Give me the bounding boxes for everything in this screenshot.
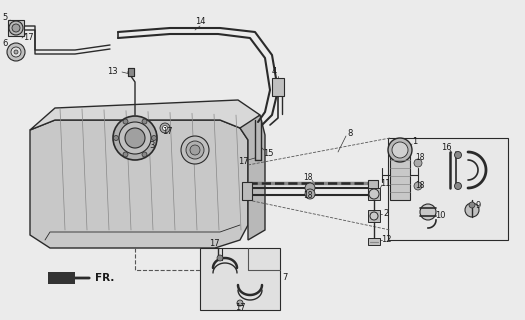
Text: 1: 1 [412, 138, 417, 147]
Text: 14: 14 [195, 18, 205, 27]
Polygon shape [242, 182, 252, 200]
Circle shape [414, 159, 422, 167]
Bar [200, 248, 280, 310]
Circle shape [414, 182, 422, 190]
Circle shape [123, 152, 128, 157]
Polygon shape [30, 120, 248, 248]
Circle shape [420, 204, 436, 220]
Circle shape [190, 145, 200, 155]
Circle shape [469, 202, 475, 208]
Text: 17: 17 [238, 157, 248, 166]
Circle shape [123, 119, 128, 124]
Circle shape [12, 24, 20, 32]
Circle shape [305, 189, 315, 199]
Circle shape [455, 151, 461, 158]
Circle shape [181, 136, 209, 164]
Text: 11: 11 [380, 179, 390, 188]
Circle shape [163, 125, 167, 131]
Circle shape [125, 128, 145, 148]
Circle shape [455, 182, 461, 189]
Polygon shape [8, 20, 24, 36]
Text: 8: 8 [348, 130, 353, 139]
Polygon shape [30, 100, 260, 130]
Text: 10: 10 [435, 212, 445, 220]
Circle shape [237, 300, 243, 306]
Polygon shape [368, 188, 380, 200]
Polygon shape [390, 148, 410, 200]
Circle shape [14, 50, 18, 54]
Polygon shape [368, 180, 378, 198]
Circle shape [152, 135, 156, 140]
Text: 17: 17 [23, 34, 33, 43]
Polygon shape [368, 238, 380, 245]
Circle shape [7, 43, 25, 61]
Circle shape [119, 122, 151, 154]
Polygon shape [368, 210, 380, 222]
Text: 16: 16 [440, 143, 452, 153]
Circle shape [142, 152, 147, 157]
Text: 6: 6 [2, 39, 8, 49]
Circle shape [388, 138, 412, 162]
Text: FR.: FR. [95, 273, 114, 283]
Text: 3: 3 [149, 141, 155, 150]
Text: 18: 18 [303, 191, 313, 201]
Text: 2: 2 [383, 210, 388, 219]
Text: 7: 7 [282, 274, 288, 283]
Text: 13: 13 [107, 68, 117, 76]
Text: 17: 17 [209, 239, 219, 249]
Circle shape [186, 141, 204, 159]
Circle shape [392, 142, 408, 158]
Text: 5: 5 [3, 13, 8, 22]
Polygon shape [128, 68, 134, 76]
Circle shape [9, 21, 23, 35]
Polygon shape [272, 78, 284, 96]
Circle shape [370, 212, 378, 220]
Polygon shape [240, 115, 265, 240]
Circle shape [113, 116, 157, 160]
Circle shape [11, 47, 21, 57]
Circle shape [113, 135, 119, 140]
Circle shape [305, 183, 315, 193]
Text: 9: 9 [475, 202, 480, 211]
Text: 12: 12 [381, 236, 391, 244]
Circle shape [160, 123, 170, 133]
Text: 15: 15 [262, 149, 273, 158]
Circle shape [142, 119, 147, 124]
Text: 18: 18 [303, 173, 313, 182]
Text: 17: 17 [162, 127, 172, 137]
Circle shape [465, 203, 479, 217]
Text: 18: 18 [415, 154, 425, 163]
Polygon shape [48, 272, 75, 284]
Text: 4: 4 [271, 68, 277, 76]
Bar [388, 138, 508, 240]
Text: 17: 17 [235, 303, 245, 313]
Circle shape [217, 255, 223, 261]
Circle shape [369, 189, 379, 199]
Text: 18: 18 [415, 180, 425, 189]
